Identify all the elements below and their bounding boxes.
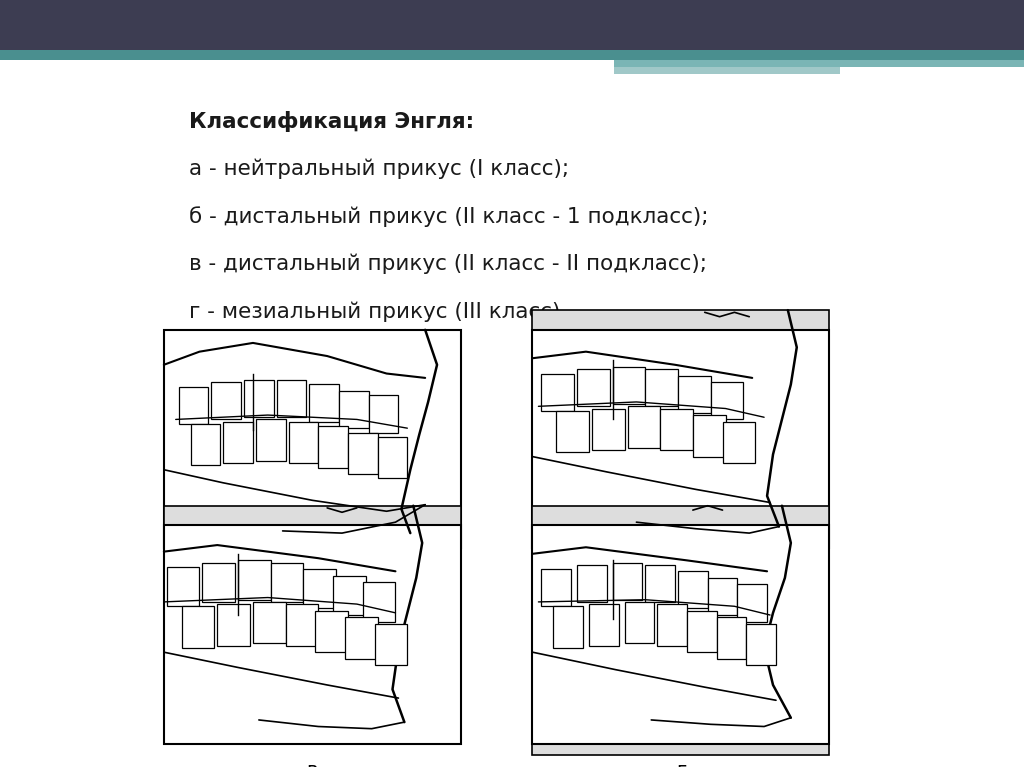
Text: а: а [306, 565, 318, 584]
Bar [657, 604, 687, 646]
Bar [614, 67, 840, 74]
Bar [190, 424, 220, 466]
Bar [589, 604, 618, 646]
Bar [532, 310, 829, 330]
Bar [375, 624, 408, 665]
Bar [542, 374, 574, 410]
Bar [532, 744, 829, 755]
Bar [687, 611, 717, 652]
Bar [612, 562, 642, 600]
Bar [333, 576, 366, 615]
Bar [253, 602, 286, 644]
Bar [289, 422, 318, 463]
Bar [339, 391, 369, 428]
Bar [556, 410, 589, 453]
Bar [660, 409, 693, 450]
Bar [348, 433, 378, 474]
Bar [711, 382, 743, 420]
Bar [542, 569, 571, 606]
Bar [578, 565, 606, 602]
Bar [167, 567, 200, 606]
Bar [746, 624, 776, 665]
Bar [578, 369, 609, 407]
Bar [723, 422, 756, 463]
Bar [532, 548, 829, 559]
Bar [378, 437, 408, 479]
Bar [532, 330, 829, 548]
Bar [553, 606, 583, 648]
Text: б: б [675, 565, 687, 584]
Bar [369, 396, 398, 433]
Bar [592, 409, 625, 450]
Bar [309, 384, 339, 422]
Bar [625, 602, 654, 644]
Bar [614, 60, 1024, 67]
Bar [318, 426, 348, 468]
Bar [164, 330, 461, 548]
Bar [532, 525, 829, 744]
Bar [303, 569, 336, 608]
Bar [717, 617, 746, 659]
Bar [164, 505, 461, 525]
Bar [0, 0, 1024, 50]
Bar [211, 382, 241, 420]
Bar [315, 611, 348, 652]
Bar [532, 505, 829, 525]
Bar [645, 565, 675, 602]
Bar [223, 422, 253, 463]
Text: г: г [676, 761, 686, 767]
Bar [164, 525, 461, 744]
Bar [286, 604, 318, 646]
Bar [270, 562, 303, 602]
Bar [678, 376, 711, 413]
Bar [645, 369, 678, 407]
Bar [217, 604, 250, 646]
Bar [256, 420, 286, 461]
Text: а - нейтральный прикус (I класс);: а - нейтральный прикус (I класс); [189, 159, 569, 179]
Bar [628, 407, 660, 448]
Text: г - мезиальный прикус (III класс).: г - мезиальный прикус (III класс). [189, 301, 567, 322]
Bar [178, 387, 209, 424]
Bar [362, 582, 395, 621]
Bar [238, 561, 270, 600]
Text: в: в [306, 761, 318, 767]
Bar [612, 367, 645, 404]
Bar [737, 584, 767, 621]
Bar [708, 578, 737, 615]
Bar [678, 571, 708, 608]
Text: б - дистальный прикус (II класс - 1 подкласс);: б - дистальный прикус (II класс - 1 подк… [189, 206, 709, 227]
Bar [345, 617, 378, 659]
Bar [693, 415, 725, 456]
Bar [276, 380, 306, 417]
Bar [203, 562, 236, 602]
Bar [0, 50, 1024, 60]
Text: Классификация Энгля:: Классификация Энгля: [189, 111, 474, 132]
Text: в - дистальный прикус (II класс - II подкласс);: в - дистальный прикус (II класс - II под… [189, 254, 708, 275]
Bar [244, 380, 273, 417]
Bar [181, 606, 214, 648]
